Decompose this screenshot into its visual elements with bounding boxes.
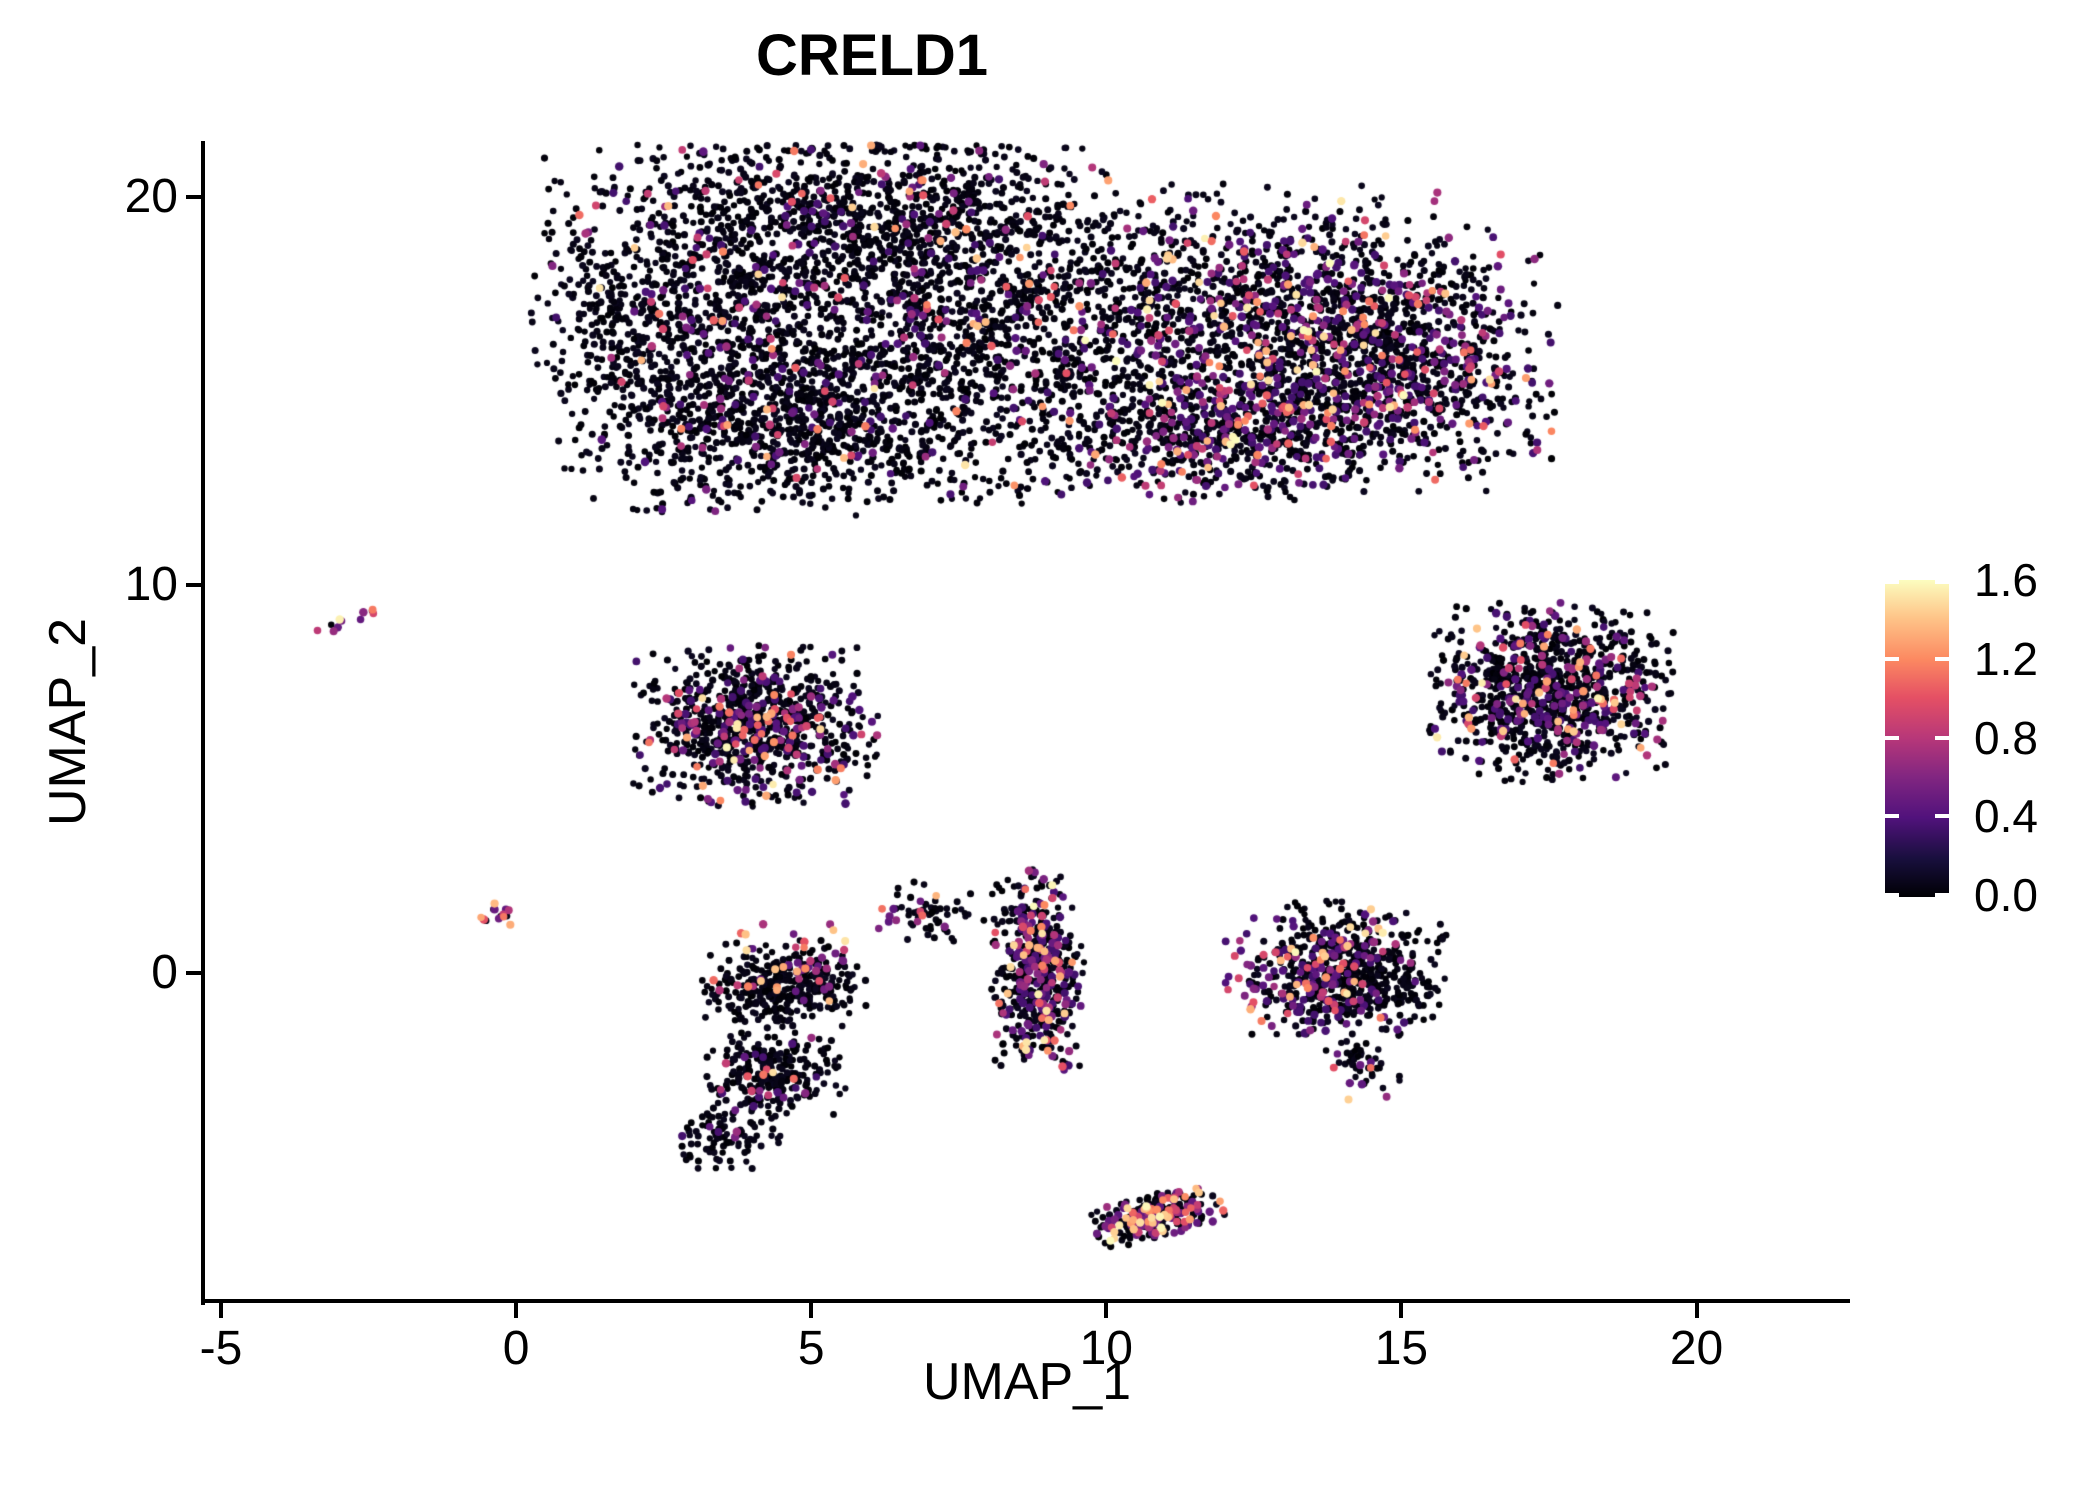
colorbar-notch-right [1935, 735, 1949, 740]
y-tick-label: 0 [151, 946, 178, 1000]
plot-title: CRELD1 [755, 23, 989, 88]
colorbar-notch-left [1885, 893, 1899, 897]
y-tick-mark [186, 583, 201, 588]
x-tick-mark [1104, 1303, 1109, 1318]
x-tick-mark [1694, 1303, 1699, 1318]
x-tick-mark [514, 1303, 519, 1318]
colorbar-notch-left [1885, 814, 1899, 819]
x-tick-label: 20 [1669, 1322, 1724, 1375]
colorbar-notch-left [1885, 656, 1899, 661]
x-tick-label: 15 [1374, 1322, 1429, 1375]
x-axis-label: UMAP_1 [922, 1353, 1132, 1411]
colorbar-notch-left [1885, 735, 1899, 740]
y-tick-label: 20 [124, 170, 178, 224]
y-tick-mark [186, 195, 201, 200]
y-axis-line [201, 141, 205, 1305]
x-tick-label: -5 [199, 1322, 243, 1375]
y-axis-label: UMAP_2 [39, 617, 97, 827]
x-tick-label: 10 [1079, 1322, 1133, 1375]
x-tick-mark [218, 1303, 223, 1318]
y-tick-mark [186, 971, 201, 976]
y-tick-label: 10 [124, 558, 178, 612]
x-tick-mark [809, 1303, 814, 1318]
colorbar-notch-right [1935, 814, 1949, 819]
colorbar-tick-label: 0.4 [1974, 790, 2038, 843]
x-axis-line [201, 1299, 1850, 1303]
colorbar-tick-label: 0.8 [1974, 711, 2038, 764]
colorbar-tick-label: 1.2 [1974, 632, 2038, 685]
colorbar-notch-right [1935, 580, 1949, 584]
x-tick-label: 5 [797, 1322, 825, 1375]
x-tick-label: 0 [502, 1322, 530, 1375]
colorbar-notch-right [1935, 656, 1949, 661]
colorbar-notch-right [1935, 893, 1949, 897]
x-tick-mark [1399, 1303, 1404, 1318]
colorbar-tick-label: 1.6 [1974, 554, 2038, 606]
colorbar-notch-left [1885, 580, 1899, 584]
colorbar-tick-label: 0.0 [1974, 869, 2038, 921]
